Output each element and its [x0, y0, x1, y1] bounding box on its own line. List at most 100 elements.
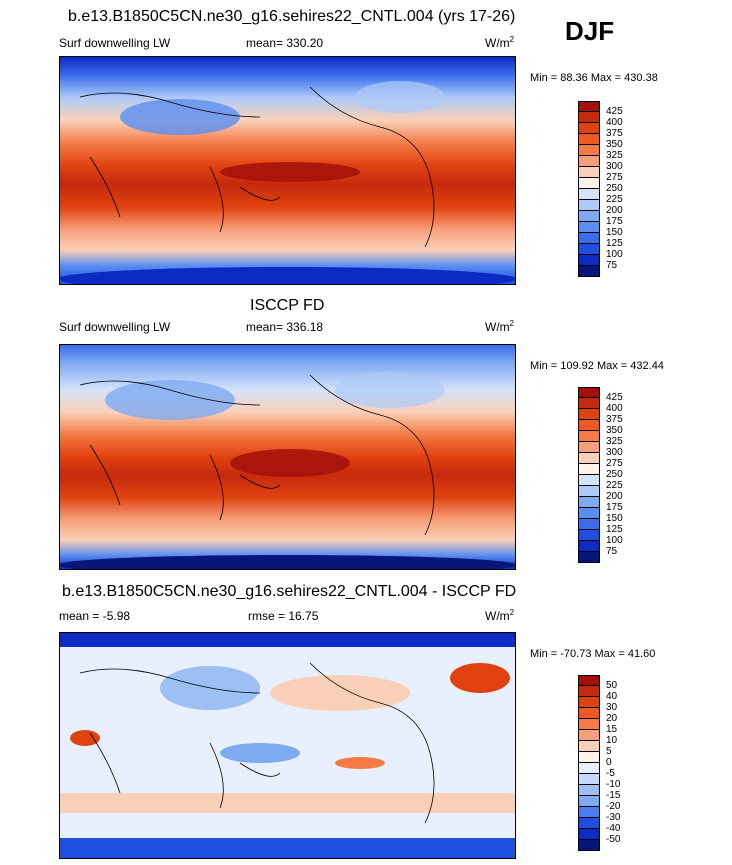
colorbar-swatch	[578, 453, 600, 464]
colorbar-swatch	[578, 200, 600, 211]
colorbar-label: 400	[606, 117, 623, 128]
colorbar-label: 325	[606, 150, 623, 161]
plot3-units: W/m2	[485, 608, 515, 623]
colorbar-swatch	[578, 486, 600, 497]
colorbar-label: -10	[606, 779, 621, 790]
colorbar-label: 15	[606, 724, 618, 735]
plot2-variable: Surf downwelling LW	[59, 320, 171, 334]
plot1-minmax: Min = 88.36 Max = 430.38	[530, 72, 658, 84]
colorbar-label: -5	[606, 768, 615, 779]
colorbar-label: 300	[606, 447, 623, 458]
colorbar-swatch	[578, 442, 600, 453]
plot2-asia-cold	[105, 380, 235, 420]
plot1-units: W/m2	[485, 35, 515, 50]
colorbar-label: 225	[606, 480, 623, 491]
colorbar-label: 125	[606, 524, 623, 535]
plot2-units: W/m2	[485, 319, 515, 334]
colorbar-label: 375	[606, 128, 623, 139]
colorbar-swatch	[578, 189, 600, 200]
colorbar-swatch	[578, 167, 600, 178]
colorbar-swatch	[578, 409, 600, 420]
colorbar-swatch	[578, 398, 600, 409]
plot2-title: ISCCP FD	[250, 297, 325, 314]
colorbar-swatch	[578, 675, 600, 686]
colorbar-swatch	[578, 431, 600, 442]
colorbar-swatch	[578, 222, 600, 233]
plot2-coastlines	[79, 374, 435, 536]
colorbar-swatch	[578, 123, 600, 134]
colorbar-swatch	[578, 774, 600, 785]
plot1-coastlines	[79, 86, 435, 248]
plot1-colorbar	[578, 101, 600, 277]
colorbar-swatch	[578, 697, 600, 708]
colorbar-label: 275	[606, 172, 623, 183]
plot2-na-cold	[335, 372, 445, 408]
plot1-mean: mean= 330.20	[246, 36, 324, 50]
colorbar-label: 225	[606, 194, 623, 205]
plot1-na-cold	[355, 81, 445, 113]
colorbar-swatch	[578, 730, 600, 741]
colorbar-swatch	[578, 829, 600, 840]
colorbar-swatch	[578, 464, 600, 475]
colorbar-swatch	[578, 752, 600, 763]
colorbar-swatch	[578, 178, 600, 189]
colorbar-swatch	[578, 112, 600, 123]
colorbar-label: -15	[606, 790, 621, 801]
colorbar-label: 150	[606, 227, 623, 238]
plot1-asia-cold	[120, 99, 240, 135]
colorbar-swatch	[578, 840, 600, 851]
plot2-map	[59, 344, 516, 570]
plot1-variable: Surf downwelling LW	[59, 36, 171, 50]
colorbar-label: -20	[606, 801, 621, 812]
colorbar-label: 400	[606, 403, 623, 414]
colorbar-swatch	[578, 497, 600, 508]
colorbar-swatch	[578, 255, 600, 266]
colorbar-label: 75	[606, 546, 618, 557]
colorbar-label: 350	[606, 425, 623, 436]
colorbar-swatch	[578, 387, 600, 398]
colorbar-label: 375	[606, 414, 623, 425]
plot3-west-warm	[70, 730, 100, 746]
colorbar-swatch	[578, 475, 600, 486]
plot3-map	[59, 632, 516, 859]
colorbar-label: 10	[606, 735, 618, 746]
colorbar-swatch	[578, 807, 600, 818]
colorbar-swatch	[578, 266, 600, 277]
colorbar-swatch	[578, 519, 600, 530]
colorbar-label: 20	[606, 713, 618, 724]
colorbar-swatch	[578, 763, 600, 774]
plot1-warmpool	[220, 162, 360, 182]
colorbar-swatch	[578, 145, 600, 156]
season-label: DJF	[565, 16, 615, 46]
plot2-mean: mean= 336.18	[246, 320, 324, 334]
colorbar-swatch	[578, 741, 600, 752]
colorbar-label: -40	[606, 823, 621, 834]
plot3-rmse: rmse = 16.75	[248, 609, 319, 623]
colorbar-label: 0	[606, 757, 612, 768]
colorbar-label: 100	[606, 249, 623, 260]
plot3-pacific-warm	[335, 757, 385, 769]
colorbar-label: 200	[606, 205, 623, 216]
colorbar-label: 275	[606, 458, 623, 469]
colorbar-label: 425	[606, 106, 623, 117]
colorbar-label: -50	[606, 834, 621, 845]
colorbar-swatch	[578, 101, 600, 112]
colorbar-swatch	[578, 541, 600, 552]
colorbar-swatch	[578, 508, 600, 519]
colorbar-label: 250	[606, 183, 623, 194]
colorbar-label: 100	[606, 535, 623, 546]
colorbar-label: 75	[606, 260, 618, 271]
colorbar-swatch	[578, 785, 600, 796]
plot3-tropical-cold	[220, 743, 300, 763]
plot1-map	[59, 56, 516, 285]
colorbar-label: 125	[606, 238, 623, 249]
colorbar-swatch	[578, 156, 600, 167]
colorbar-label: 150	[606, 513, 623, 524]
colorbar-swatch	[578, 530, 600, 541]
colorbar-label: 175	[606, 216, 623, 227]
colorbar-label: 40	[606, 691, 618, 702]
colorbar-label: -30	[606, 812, 621, 823]
plot2-minmax: Min = 109.92 Max = 432.44	[530, 360, 664, 372]
plot3-coastlines	[79, 662, 435, 824]
plot3-natlantic-warm	[450, 663, 510, 693]
